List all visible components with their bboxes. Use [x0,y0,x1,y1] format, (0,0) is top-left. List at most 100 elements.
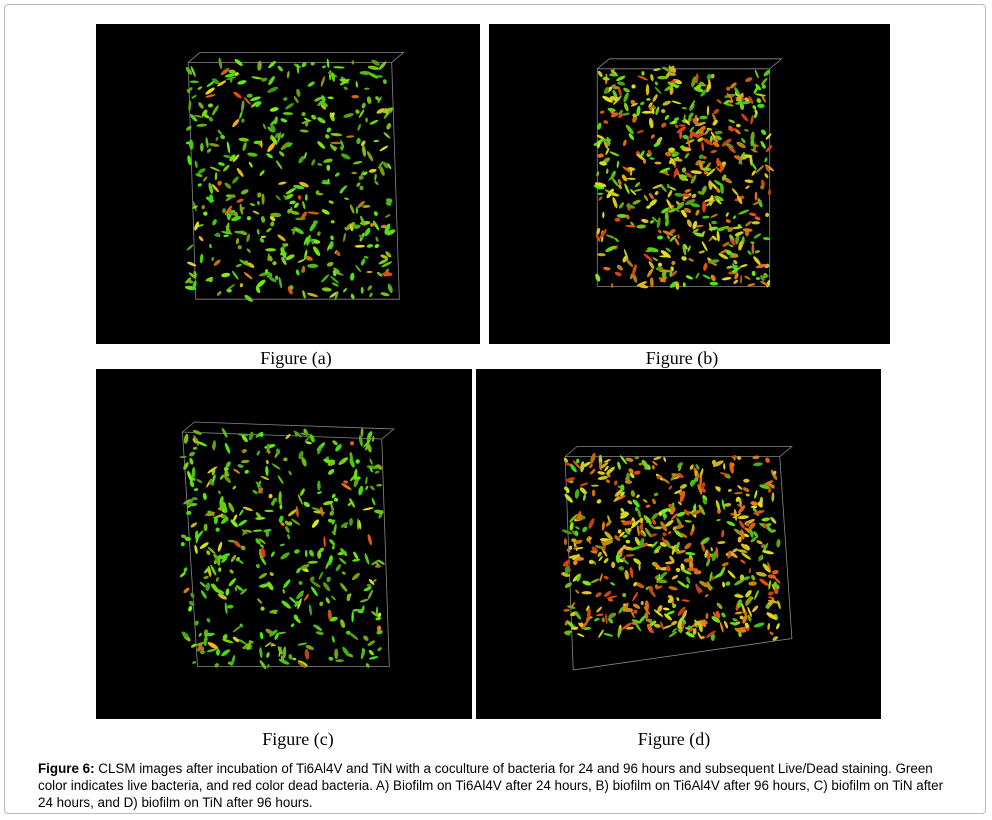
bacterium [270,134,273,140]
bacterium [574,611,582,620]
bacterium [629,566,634,578]
bacterium [634,506,639,512]
bacterium [627,500,633,505]
bacterium [206,81,215,88]
bacterium [187,261,197,267]
bacterium [284,193,294,200]
bacterium [326,261,334,267]
bacterium [700,537,710,545]
bacterium [376,464,383,470]
bacterium [234,59,243,66]
bacterium [602,539,613,546]
bacterium [228,502,235,513]
bacterium [641,218,649,223]
bacterium [306,234,311,246]
bacterium [334,172,340,177]
bacterium [375,606,379,617]
bacterium [323,536,326,548]
bacterium [669,234,677,242]
bacterium [287,286,293,295]
bacterium [610,581,616,586]
bacterium [754,191,758,201]
bacterium [218,490,221,495]
bacterium [265,530,270,537]
bacterium [221,427,228,438]
bacterium [257,598,263,604]
bacterium [597,476,608,481]
bacterium [331,635,335,643]
box-outline [182,431,390,667]
bacterium [215,136,219,141]
bacterium [339,557,347,565]
bacterium [764,164,775,172]
bacterium [670,65,675,72]
bacterium [289,596,297,604]
bacterium [241,100,245,112]
bacterium [213,259,221,266]
bacterium [747,614,752,622]
bacterium [259,538,266,545]
bacterium [686,219,692,228]
bacterium [311,114,317,120]
bacterium [360,427,364,437]
bacterium [625,554,635,557]
bacterium [334,648,339,660]
bacterium [575,547,584,550]
caption-label: Figure 6: [38,761,95,776]
bacterium [243,97,251,105]
bacterium [335,659,344,663]
bacterium [229,154,236,162]
bacterium [598,196,603,201]
bacterium [664,206,671,215]
bacterium [375,236,379,242]
bacterium [652,94,658,102]
bacterium [639,517,644,523]
bacterium [212,105,219,116]
bacterium [689,479,695,486]
bacterium [327,560,332,566]
bacterium [192,280,197,290]
bacterium [743,478,750,483]
bacterium [583,626,592,631]
bacterium [267,86,279,93]
bacterium [671,260,676,266]
bacterium [604,87,609,95]
bacterium [200,142,204,152]
bacterium [597,192,604,196]
bacterium [211,256,215,262]
bacterium [753,510,765,515]
bacterium [609,96,621,101]
bacterium [259,647,263,659]
bacterium [340,139,345,149]
bacterium [590,452,596,464]
bacterium [196,441,208,447]
bacterium [617,627,621,639]
bacterium [277,474,284,485]
bacterium [588,559,595,565]
bacterium [310,580,321,588]
bacterium [187,155,192,166]
bacterium [332,440,338,446]
bacterium [711,220,718,225]
bacterium [654,86,662,94]
bacterium [222,165,230,172]
bacterium [623,92,629,103]
bacterium [226,222,230,233]
bacterium [325,158,333,163]
bacterium [564,582,572,588]
bacterium [748,212,757,217]
bacterium [750,131,755,143]
bacterium [366,96,372,105]
bacterium [298,450,304,460]
bacterium [594,545,605,550]
bacterium [211,78,220,85]
bacterium [183,433,189,444]
bacterium [654,526,663,530]
bacterium [654,161,662,165]
bacterium [570,464,577,473]
bacterium [260,606,265,611]
bacterium [718,253,729,260]
bacterium [702,498,707,505]
bacterium [367,589,374,600]
bacterium [625,539,631,544]
